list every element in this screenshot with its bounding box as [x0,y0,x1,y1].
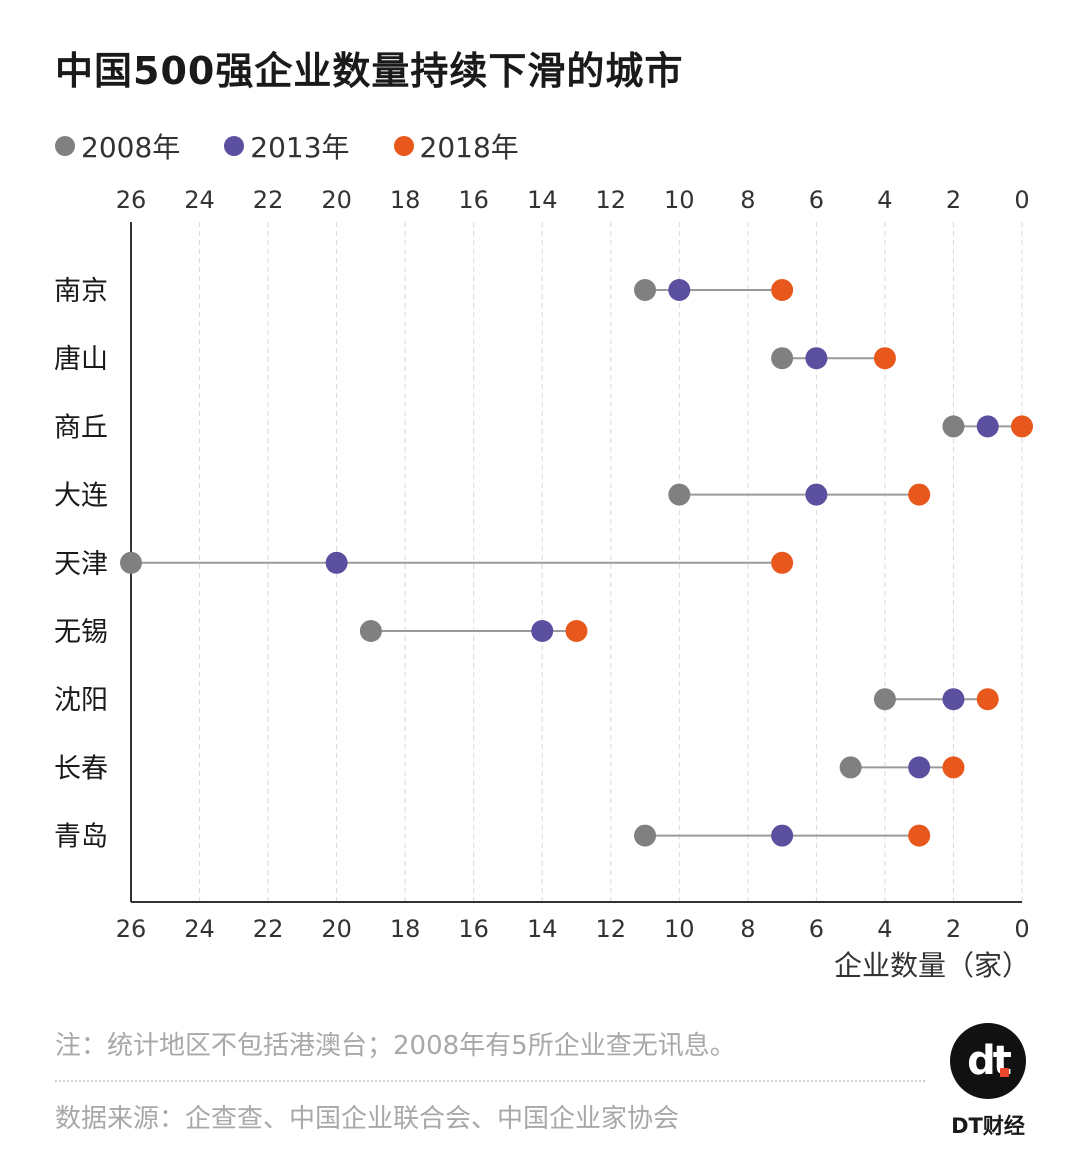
bottom-tick-16: 16 [458,915,489,943]
data-points [120,279,1033,847]
point-2013年-南京 [668,279,691,301]
logo-dot [1000,1068,1009,1077]
category-label-6: 沈阳 [54,685,108,716]
top-tick-6: 6 [809,186,824,214]
point-2013年-无锡 [531,620,554,642]
category-label-4: 天津 [54,549,108,580]
logo-mark: dt [967,1038,1012,1084]
legend-label-2008: 2008年 [81,131,181,164]
bottom-tick-14: 14 [527,915,558,943]
point-2018年-大连 [908,483,931,506]
category-label-5: 无锡 [54,617,108,648]
top-tick-20: 20 [321,186,352,214]
point-2008年-唐山 [771,347,794,370]
top-tick-18: 18 [390,186,421,214]
connectors [131,289,1022,837]
point-2013年-沈阳 [942,688,965,711]
top-tick-14: 14 [527,186,558,214]
point-2013年-长春 [908,756,931,779]
category-label-3: 大连 [54,481,108,512]
point-2013年-唐山 [805,347,828,370]
legend-item-2018: 2018年 [393,126,519,166]
point-2008年-大连 [668,483,691,506]
bottom-tick-0: 0 [1014,915,1029,943]
point-2018年-沈阳 [976,688,999,711]
legend-swatch-2008 [55,136,75,156]
legend-swatch-2013 [224,136,245,156]
x-axis-title: 企业数量（家） [834,949,1030,982]
footnote: 注：统计地区不包括港澳台；2008年有5所企业查无讯息。 [55,1031,736,1061]
bottom-tick-2: 2 [946,915,961,943]
point-2008年-沈阳 [873,688,896,711]
category-label-2: 商丘 [54,412,108,443]
category-label-8: 青岛 [54,822,108,853]
point-2008年-无锡 [359,620,382,642]
point-2018年-唐山 [873,347,896,370]
bottom-tick-10: 10 [664,915,695,943]
top-tick-10: 10 [664,186,695,214]
bottom-tick-22: 22 [253,915,284,943]
category-label-1: 唐山 [54,344,108,375]
bottom-tick-12: 12 [595,915,626,943]
legend-item-2013: 2013年 [224,126,350,166]
legend-label-2013: 2013年 [250,131,350,164]
point-2008年-天津 [120,551,142,574]
brand-name: DT财经 [951,1114,1025,1138]
point-2013年-大连 [805,483,828,506]
point-2018年-无锡 [565,620,588,642]
legend-item-2008: 2008年 [55,126,180,166]
bottom-tick-8: 8 [740,915,755,943]
top-tick-labels: 26 24 22 20 18 16 14 12 10 8 6 4 2 0 [116,186,1030,214]
point-2018年-天津 [771,551,794,574]
dt-logo-icon: dt [950,1023,1026,1099]
top-tick-16: 16 [458,186,489,214]
bottom-tick-4: 4 [877,915,892,943]
category-label-7: 长春 [54,753,108,784]
point-2018年-商丘 [1011,415,1033,438]
bottom-tick-26: 26 [116,915,147,943]
top-tick-0: 0 [1014,186,1029,214]
legend: 2008年 2013年 2018年 [55,126,563,166]
bottom-tick-labels: 26 24 22 20 18 16 14 12 10 8 6 4 2 0 [116,915,1030,943]
legend-swatch-2018 [393,136,414,156]
top-tick-26: 26 [116,186,147,214]
top-tick-2: 2 [946,186,961,214]
legend-label-2018: 2018年 [419,131,519,164]
top-tick-8: 8 [740,186,755,214]
point-2018年-长春 [942,756,965,779]
top-tick-24: 24 [184,186,215,214]
point-2008年-商丘 [942,415,965,438]
top-tick-4: 4 [877,186,892,214]
point-2013年-青岛 [771,824,794,847]
point-2008年-长春 [839,756,862,779]
dot-plot-chart: 26 24 22 20 18 16 14 12 10 8 6 4 2 0 26 24 22 20 18 16 14 12… [54,186,1033,982]
point-2013年-商丘 [976,415,999,438]
point-2018年-青岛 [908,824,931,847]
bottom-tick-6: 6 [809,915,824,943]
data-source: 数据来源：企查查、中国企业联合会、中国企业家协会 [55,1104,680,1134]
bottom-tick-18: 18 [390,915,421,943]
top-tick-12: 12 [595,186,626,214]
point-2018年-南京 [771,279,794,301]
bottom-tick-20: 20 [321,915,352,943]
top-tick-22: 22 [253,186,284,214]
bottom-tick-24: 24 [184,915,215,943]
footer-divider [55,1080,925,1082]
category-label-0: 南京 [54,276,108,307]
point-2013年-天津 [325,551,348,574]
chart-title: 中国500强企业数量持续下滑的城市 [55,49,684,93]
point-2008年-青岛 [634,824,657,847]
point-2008年-南京 [634,279,657,301]
